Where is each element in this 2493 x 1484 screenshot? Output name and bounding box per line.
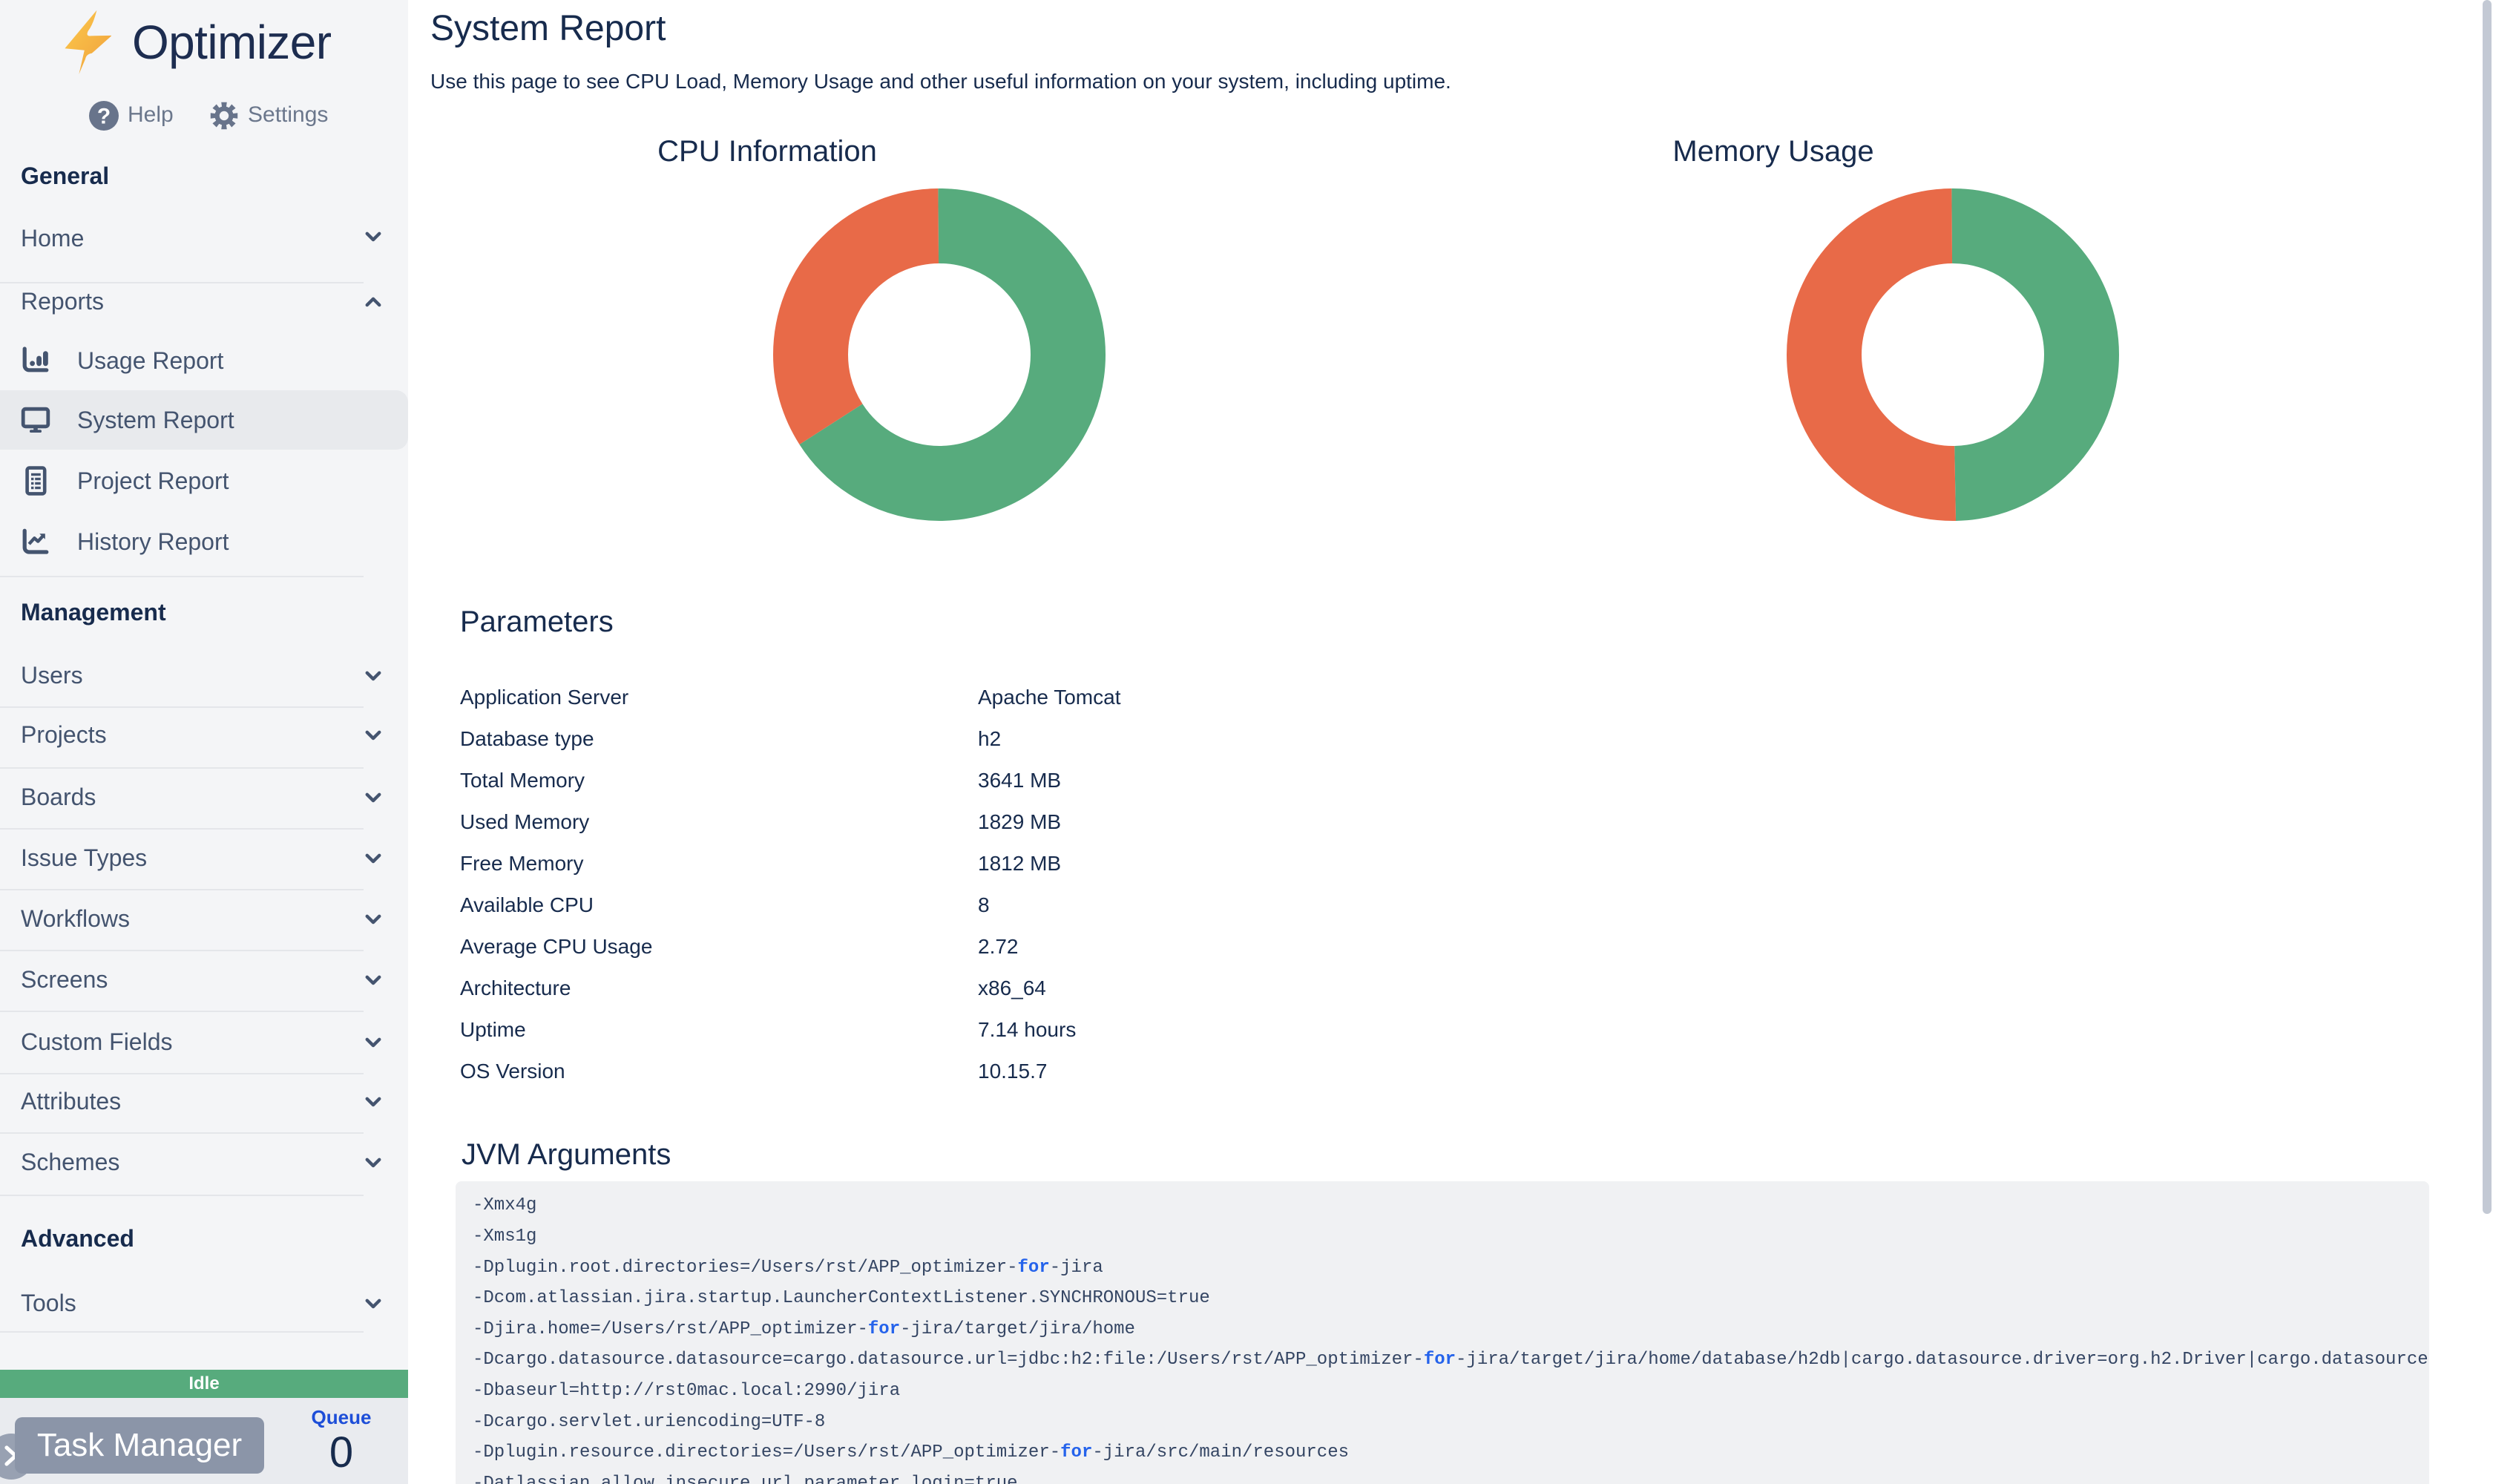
svg-text:?: ? xyxy=(97,104,111,128)
